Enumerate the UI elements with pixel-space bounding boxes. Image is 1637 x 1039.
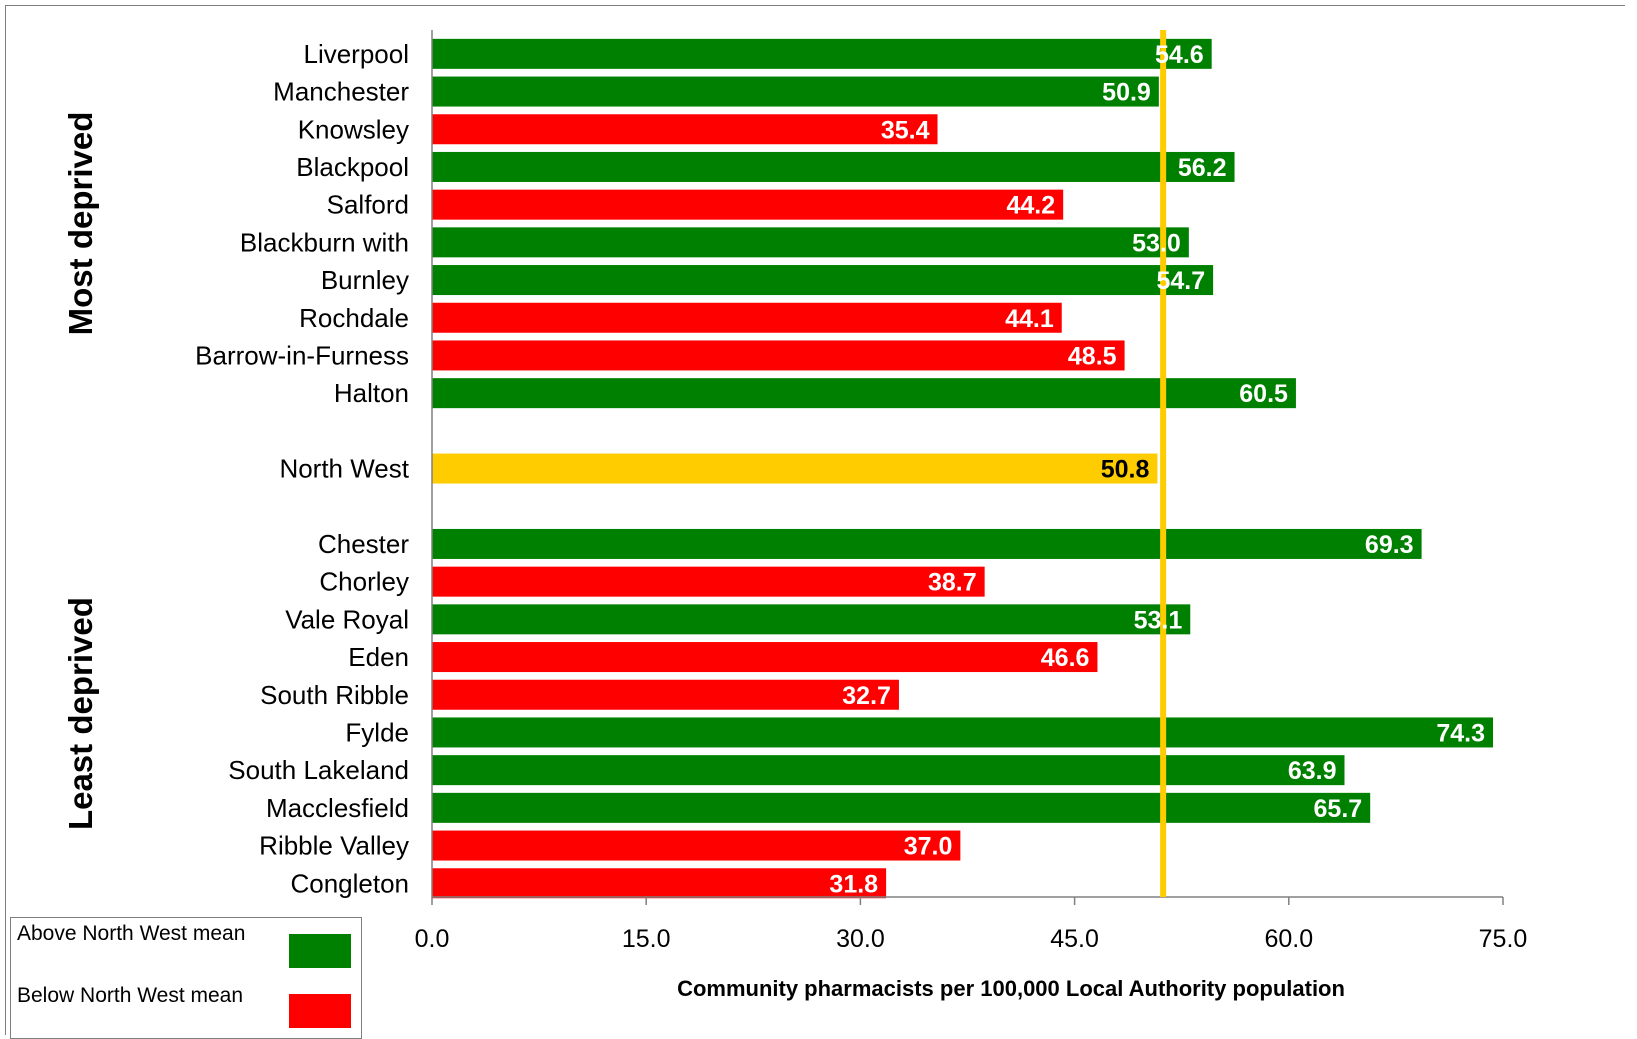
bar-vale-royal: [432, 604, 1191, 635]
legend: Above North West mean Below North West m…: [10, 917, 362, 1039]
bar-chorley: [432, 566, 985, 597]
data-label-north-west: 50.8: [1101, 456, 1150, 484]
data-label-barrow-in-furness: 48.5: [1068, 342, 1117, 370]
chart-frame: [5, 5, 1625, 1035]
x-tick-label: 15.0: [622, 925, 671, 953]
bar-congleton: [432, 868, 887, 899]
bar-south-lakeland: [432, 755, 1345, 786]
category-label-congleton: Congleton: [290, 868, 409, 898]
bar-macclesfield: [432, 792, 1371, 823]
bar-knowsley: [432, 114, 938, 145]
category-label-salford: Salford: [327, 190, 409, 220]
data-label-liverpool: 54.6: [1155, 41, 1204, 69]
category-label-south-lakeland: South Lakeland: [228, 755, 409, 785]
bar-eden: [432, 642, 1098, 673]
legend-label-below: Below North West mean: [17, 984, 244, 1007]
category-label-vale-royal: Vale Royal: [285, 604, 409, 634]
x-tick-label: 45.0: [1050, 925, 1099, 953]
data-label-chorley: 38.7: [928, 569, 977, 597]
labels-layer: Liverpool Manchester Knowsley Blackpool Salf…: [195, 39, 410, 898]
category-label-blackpool: Blackpool: [296, 152, 409, 182]
data-label-south-ribble: 32.7: [842, 682, 891, 710]
data-label-rochdale: 44.1: [1005, 305, 1054, 333]
data-label-eden: 46.6: [1041, 644, 1090, 672]
category-label-manchester: Manchester: [273, 77, 409, 107]
group-label-least-deprived: Least deprived: [62, 597, 99, 830]
category-label-macclesfield: Macclesfield: [266, 793, 409, 823]
legend-label-above: Above North West mean: [17, 922, 246, 945]
x-tick-label: 30.0: [836, 925, 885, 953]
bars-layer: [432, 38, 1494, 899]
category-label-barrow-in-furness: Barrow-in-Furness: [195, 340, 409, 370]
data-label-manchester: 50.9: [1102, 79, 1151, 107]
data-label-knowsley: 35.4: [881, 116, 930, 144]
legend-item-below: Below North West mean: [11, 980, 363, 1030]
bar-north-west: [432, 453, 1158, 484]
bar-salford: [432, 189, 1064, 220]
category-label-blackburn-with: Blackburn with: [240, 227, 409, 257]
data-label-south-lakeland: 63.9: [1288, 757, 1337, 785]
legend-swatch-above: [289, 934, 351, 968]
value-labels-layer: 54.650.9 35.4 56.2 44.2 53.0 54.7 44.1 48.5 60.5…: [829, 41, 1485, 898]
bar-blackpool: [432, 151, 1235, 182]
x-axis-title: Community pharmacists per 100,000 Local …: [677, 976, 1345, 1001]
bar-liverpool: [432, 38, 1212, 69]
data-label-congleton: 31.8: [829, 870, 878, 898]
bar-barrow-in-furness: [432, 340, 1125, 371]
category-label-north-west: North West: [279, 454, 409, 484]
legend-item-above: Above North West mean: [11, 918, 363, 968]
x-tick-label: 0.0: [415, 925, 450, 953]
x-tick-label: 75.0: [1479, 925, 1528, 953]
category-label-chorley: Chorley: [319, 567, 409, 597]
category-label-halton: Halton: [334, 378, 409, 408]
category-label-burnley: Burnley: [321, 265, 409, 295]
x-tick-label: 60.0: [1264, 925, 1313, 953]
data-label-blackburn-with: 53.0: [1132, 229, 1181, 257]
data-label-macclesfield: 65.7: [1314, 795, 1363, 823]
data-label-chester: 69.3: [1365, 531, 1414, 559]
category-label-fylde: Fylde: [345, 717, 409, 747]
bar-rochdale: [432, 302, 1062, 333]
category-label-south-ribble: South Ribble: [260, 680, 409, 710]
bar-burnley: [432, 265, 1214, 296]
bar-halton: [432, 378, 1296, 409]
legend-swatch-below: [289, 994, 351, 1028]
category-label-ribble-valley: Ribble Valley: [259, 831, 409, 861]
bar-chester: [432, 528, 1422, 559]
data-label-burnley: 54.7: [1156, 267, 1205, 295]
category-label-liverpool: Liverpool: [303, 39, 409, 69]
data-label-blackpool: 56.2: [1178, 154, 1227, 182]
bar-south-ribble: [432, 679, 899, 710]
data-label-salford: 44.2: [1007, 192, 1056, 220]
data-label-halton: 60.5: [1239, 380, 1288, 408]
category-label-knowsley: Knowsley: [298, 114, 409, 144]
group-label-most-deprived: Most deprived: [62, 112, 99, 336]
category-label-rochdale: Rochdale: [299, 303, 409, 333]
bar-blackburn-with: [432, 227, 1189, 258]
data-label-vale-royal: 53.1: [1134, 606, 1183, 634]
data-label-ribble-valley: 37.0: [904, 833, 953, 861]
bar-fylde: [432, 717, 1494, 748]
x-axis: 0.0 15.0 30.0 45.0 60.0 75.0: [415, 30, 1528, 953]
bar-ribble-valley: [432, 830, 961, 861]
category-label-eden: Eden: [348, 642, 409, 672]
data-label-fylde: 74.3: [1436, 719, 1485, 747]
bar-manchester: [432, 76, 1159, 107]
group-labels: Most deprived Least deprived: [62, 112, 99, 830]
category-label-chester: Chester: [318, 529, 409, 559]
